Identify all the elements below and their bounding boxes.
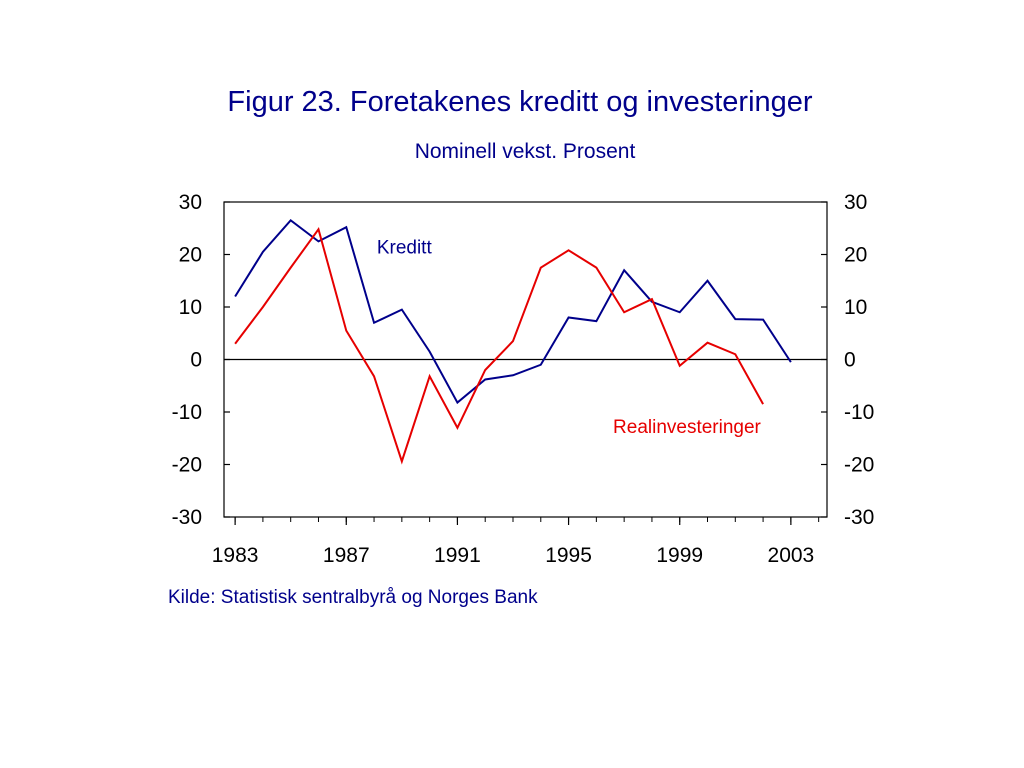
y-tick-label-right: 30 <box>844 191 867 214</box>
y-tick-label-right: -30 <box>844 506 874 529</box>
y-tick-label-left: 0 <box>190 349 202 372</box>
y-tick-label-left: 20 <box>179 244 202 267</box>
series-label-realinvesteringer: Realinvesteringer <box>613 417 762 438</box>
x-tick-label: 1987 <box>323 544 370 567</box>
y-tick-label-left: -10 <box>172 401 202 424</box>
y-tick-label-left: 10 <box>179 296 202 319</box>
x-tick-label: 1995 <box>545 544 592 567</box>
y-tick-label-right: -20 <box>844 454 874 477</box>
y-tick-label-right: 10 <box>844 296 867 319</box>
y-tick-label-right: 20 <box>844 244 867 267</box>
series-line-kreditt <box>234 219 792 405</box>
x-tick-label: 1983 <box>212 544 259 567</box>
y-tick-label-right: -10 <box>844 401 874 424</box>
source-note: Kilde: Statistisk sentralbyrå og Norges … <box>168 587 538 608</box>
series-line-realinvesteringer <box>234 227 764 465</box>
chart-title: Figur 23. Foretakenes kreditt og investe… <box>227 86 813 118</box>
y-tick-label-right: 0 <box>844 349 856 372</box>
y-tick-label-left: -30 <box>172 506 202 529</box>
chart-subtitle: Nominell vekst. Prosent <box>414 140 636 163</box>
series-label-kreditt: Kreditt <box>377 237 433 258</box>
y-tick-label-left: -20 <box>172 454 202 477</box>
x-tick-label: 1999 <box>656 544 703 567</box>
x-tick-label: 1991 <box>434 544 481 567</box>
y-tick-label-left: 30 <box>179 191 202 214</box>
x-tick-label: 2003 <box>768 544 815 567</box>
